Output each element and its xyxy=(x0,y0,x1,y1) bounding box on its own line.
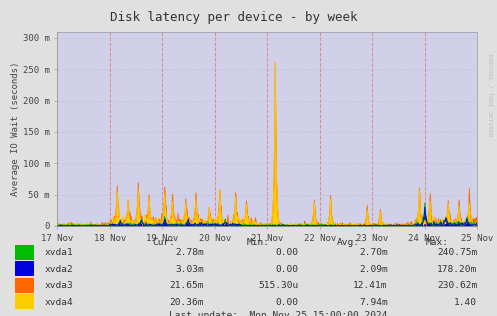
Text: Avg:: Avg: xyxy=(336,238,359,247)
Text: 0.00: 0.00 xyxy=(275,248,298,257)
Text: 515.30u: 515.30u xyxy=(258,281,298,290)
Y-axis label: Average IO Wait (seconds): Average IO Wait (seconds) xyxy=(11,62,20,196)
Text: 0.00: 0.00 xyxy=(275,264,298,274)
Text: 1.40: 1.40 xyxy=(454,298,477,307)
Text: Max:: Max: xyxy=(426,238,449,247)
Text: xvda1: xvda1 xyxy=(45,248,74,257)
Text: Cur:: Cur: xyxy=(153,238,175,247)
Text: 2.78m: 2.78m xyxy=(175,248,204,257)
Text: Min:: Min: xyxy=(247,238,270,247)
Text: 2.70m: 2.70m xyxy=(359,248,388,257)
Text: RRDTOOL / TOBI OETIKER: RRDTOOL / TOBI OETIKER xyxy=(487,53,492,136)
Bar xyxy=(15,245,34,259)
Text: Last update:  Mon Nov 25 15:00:00 2024: Last update: Mon Nov 25 15:00:00 2024 xyxy=(169,311,388,316)
Text: 178.20m: 178.20m xyxy=(437,264,477,274)
Text: 2.09m: 2.09m xyxy=(359,264,388,274)
Text: xvda4: xvda4 xyxy=(45,298,74,307)
Text: 12.41m: 12.41m xyxy=(353,281,388,290)
Bar xyxy=(15,278,34,293)
Text: 0.00: 0.00 xyxy=(275,298,298,307)
Text: xvda3: xvda3 xyxy=(45,281,74,290)
Text: 20.36m: 20.36m xyxy=(169,298,204,307)
Bar xyxy=(15,261,34,276)
Text: 3.03m: 3.03m xyxy=(175,264,204,274)
Text: 7.94m: 7.94m xyxy=(359,298,388,307)
Text: 21.65m: 21.65m xyxy=(169,281,204,290)
Text: 240.75m: 240.75m xyxy=(437,248,477,257)
Text: xvda2: xvda2 xyxy=(45,264,74,274)
Text: Disk latency per device - by week: Disk latency per device - by week xyxy=(110,11,357,24)
Text: 230.62m: 230.62m xyxy=(437,281,477,290)
Bar xyxy=(15,294,34,309)
